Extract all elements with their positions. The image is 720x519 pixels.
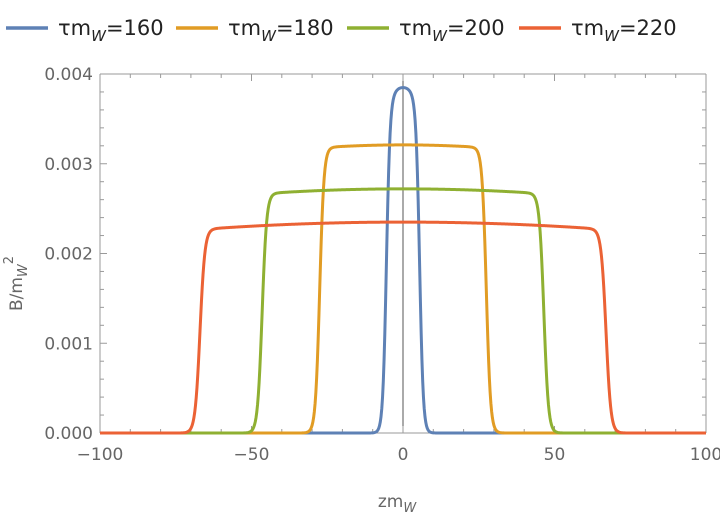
series-line	[99, 220, 707, 435]
legend-label: τmW=200	[399, 16, 505, 45]
series-line	[99, 187, 707, 435]
x-tick-label: −50	[234, 445, 270, 465]
y-tick-label: 0.004	[44, 65, 93, 85]
y-tick-label: 0.001	[44, 334, 93, 354]
legend-label: τmW=180	[228, 16, 334, 45]
series-lines	[99, 86, 707, 435]
x-tick-label: 100	[690, 445, 720, 465]
x-tick-label: 50	[544, 445, 566, 465]
ticks: −100 −50 0 50 100 0.000 0.001 0.002 0.003 0.004	[44, 65, 720, 465]
y-tick-label: 0.002	[44, 245, 93, 265]
x-tick-label: −100	[77, 445, 124, 465]
y-tick-label: 0.003	[44, 155, 93, 175]
y-tick-label: 0.000	[44, 424, 93, 444]
x-axis-title: zmW	[378, 492, 417, 516]
legend-label: τmW=220	[571, 16, 677, 45]
x-tick-label: 0	[398, 445, 409, 465]
plot-area: −100 −50 0 50 100 0.000 0.001 0.002 0.003 0.004	[44, 65, 720, 465]
y-axis-title: B/mW2	[2, 256, 31, 311]
legend: τmW=160 τmW=180 τmW=200 τmW=220	[6, 16, 677, 45]
legend-label: τmW=160	[58, 16, 164, 45]
